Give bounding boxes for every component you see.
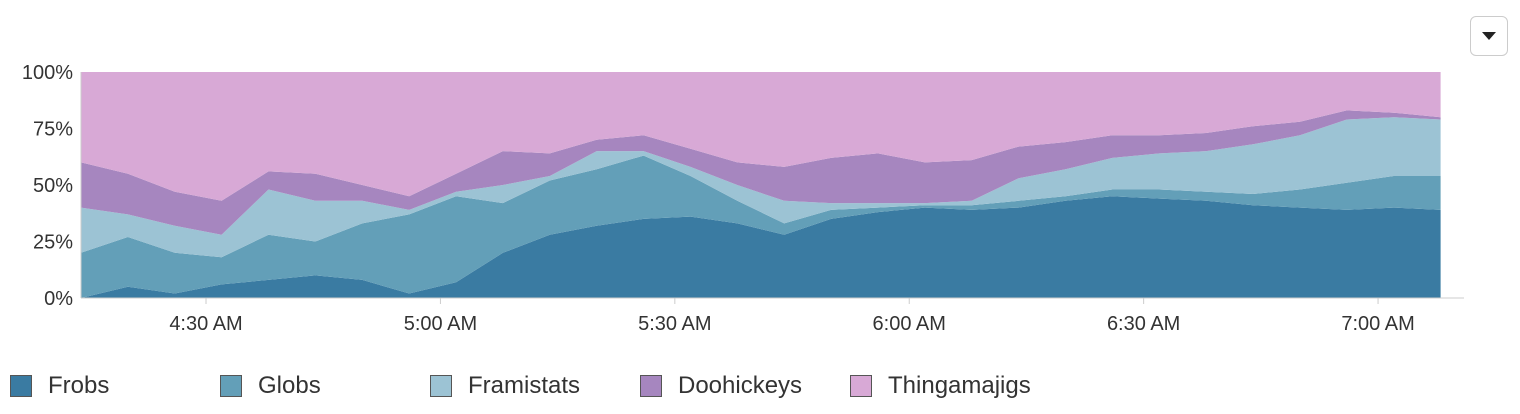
x-tick-label: 5:00 AM (404, 313, 477, 335)
x-tick-label: 6:00 AM (873, 313, 946, 335)
area-series-group (81, 72, 1441, 298)
legend-swatch (430, 375, 452, 397)
area-globs[interactable] (81, 155, 1441, 298)
y-axis-ticks: 0% 25% 50% 75% 100% (22, 62, 73, 310)
legend-item-frobs[interactable]: Frobs (10, 372, 109, 400)
y-tick-label: 0% (44, 288, 73, 310)
legend-label: Frobs (48, 372, 110, 399)
x-tick-label: 7:00 AM (1341, 313, 1414, 335)
y-tick-label: 100% (22, 62, 73, 84)
area-framistats[interactable] (81, 117, 1441, 258)
legend-swatch (220, 375, 242, 397)
area-thingamajigs[interactable] (81, 72, 1441, 201)
legend-item-doohickeys[interactable]: Doohickeys (640, 372, 802, 400)
y-tick-label: 75% (33, 119, 73, 141)
area-doohickeys[interactable] (81, 110, 1441, 235)
legend-label: Thingamajigs (888, 372, 1031, 399)
y-tick-label: 50% (33, 175, 73, 197)
caret-down-icon (1482, 32, 1496, 40)
legend-swatch (640, 375, 662, 397)
x-axis-ticks: 4:30 AM 5:00 AM 5:30 AM 6:00 AM 6:30 AM 7:00 … (169, 298, 1415, 335)
legend-swatch (850, 375, 872, 397)
chart-menu-button[interactable] (1470, 16, 1508, 56)
x-tick-label: 4:30 AM (169, 313, 242, 335)
legend-swatch (10, 375, 32, 397)
x-tick-label: 5:30 AM (638, 313, 711, 335)
stacked-area-chart: 0% 25% 50% 75% 100% 4:30 AM 5:00 AM 5:30 AM 6:0… (22, 62, 1464, 335)
legend-item-framistats[interactable]: Framistats (430, 372, 580, 400)
y-tick-label: 25% (33, 232, 73, 254)
legend-label: Framistats (468, 372, 581, 399)
x-tick-label: 6:30 AM (1107, 313, 1180, 335)
axes (80, 72, 1464, 299)
legend-item-thingamajigs[interactable]: Thingamajigs (850, 372, 1031, 400)
legend-label: Globs (258, 372, 321, 399)
legend-item-globs[interactable]: Globs (220, 372, 321, 400)
legend-label: Doohickeys (678, 372, 803, 399)
area-frobs[interactable] (81, 196, 1441, 298)
